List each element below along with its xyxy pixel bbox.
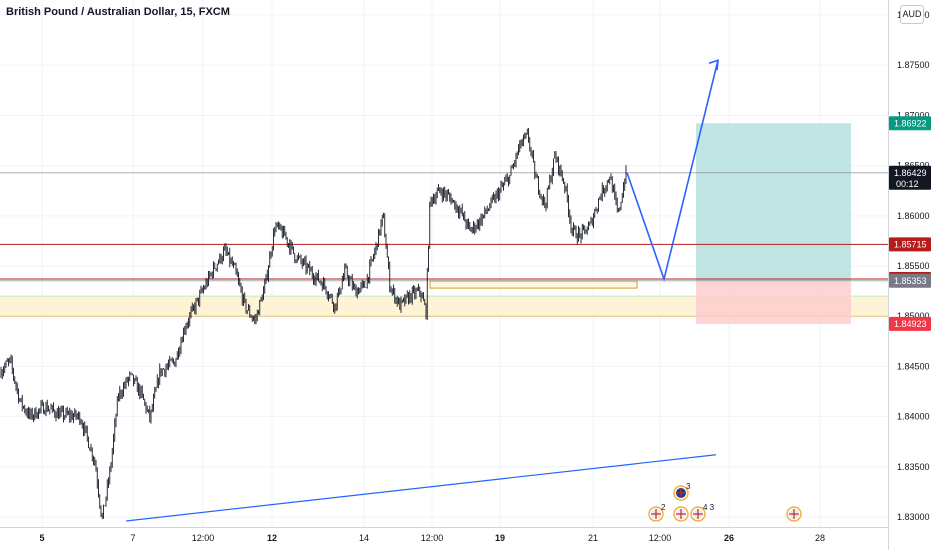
event-marker-count: 3	[686, 482, 691, 491]
price-tick-label: 1.85500	[897, 261, 930, 271]
position-profit-area	[696, 123, 851, 281]
event-marker-count: 2	[661, 503, 666, 512]
countdown-label: 00:12	[896, 179, 919, 189]
target-price-label: 1.86922	[894, 118, 927, 128]
chart-title: British Pound / Australian Dollar, 15, F…	[6, 6, 230, 18]
time-tick-label: 21	[588, 533, 598, 543]
time-tick-label: 7	[130, 533, 135, 543]
price-tick-label: 1.84500	[897, 361, 930, 371]
zone-price-label: 1.85353	[894, 276, 927, 286]
candles	[0, 128, 627, 520]
projection-path	[626, 60, 719, 282]
time-tick-label: 12:00	[649, 533, 672, 543]
target-price-label-bg	[889, 116, 931, 131]
price-tick-label: 1.83500	[897, 462, 930, 472]
price-tick-label: 1.87000	[897, 110, 930, 120]
time-tick-label: 26	[724, 533, 734, 543]
stop-price-label: 1.84923	[894, 319, 927, 329]
time-tick-label: 5	[39, 533, 44, 543]
current-price-tag	[889, 165, 931, 190]
current-price-label: 1.86429	[894, 168, 927, 178]
time-tick-label: 12:00	[421, 533, 444, 543]
projection-arrowhead	[708, 59, 719, 71]
event-marker-count: 4 3	[703, 503, 715, 512]
time-tick-label: 14	[359, 533, 369, 543]
price-tick-label: 1.86500	[897, 161, 930, 171]
time-tick-label: 12	[267, 533, 277, 543]
price-tick-label: 1.83000	[897, 512, 930, 522]
position-loss-area	[696, 280, 851, 324]
small-zone-box	[429, 280, 638, 289]
price-tick-label: 1.86000	[897, 211, 930, 221]
time-tick-label: 19	[495, 533, 505, 543]
trendline	[125, 454, 717, 522]
resistance-price-label-bg	[889, 237, 931, 252]
currency-button[interactable]: AUD	[900, 5, 924, 24]
price-tick-label: 1.85000	[897, 311, 930, 321]
resistance-price-label: 1.85715	[894, 239, 927, 249]
price-tick-label: 1.84000	[897, 412, 930, 422]
price-tick-label: 1.87500	[897, 60, 930, 70]
zone-price-label-bg	[889, 273, 931, 288]
time-tick-label: 12:00	[192, 533, 215, 543]
stop-price-label-bg	[889, 316, 931, 331]
demand-zone	[0, 296, 888, 317]
time-tick-label: 28	[815, 533, 825, 543]
